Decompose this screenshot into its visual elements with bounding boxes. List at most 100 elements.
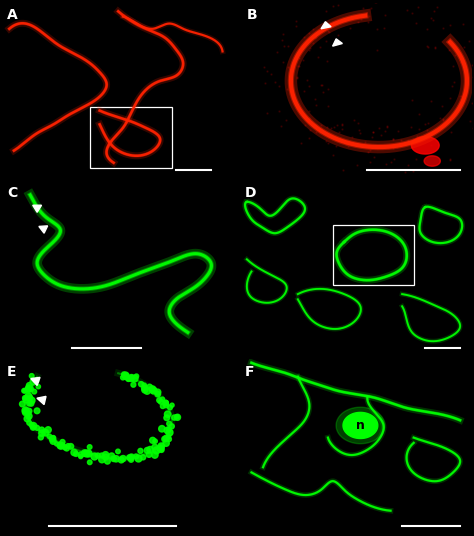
Point <box>67 442 74 451</box>
Point <box>128 453 135 461</box>
Point <box>298 139 305 148</box>
Point <box>303 76 311 85</box>
Point <box>133 372 140 381</box>
Point <box>28 371 36 380</box>
Point <box>305 133 313 142</box>
Point <box>459 20 467 28</box>
Point <box>404 136 412 144</box>
Point <box>424 118 431 127</box>
Point <box>346 24 354 32</box>
Point <box>433 3 441 11</box>
Point <box>168 401 176 410</box>
Point <box>165 419 173 428</box>
Point <box>81 450 89 459</box>
Point <box>450 78 457 86</box>
Point <box>412 18 420 27</box>
Point <box>151 443 158 451</box>
Point <box>389 135 396 143</box>
Point <box>388 158 395 166</box>
Point <box>458 92 465 100</box>
Point <box>119 373 127 382</box>
Point <box>329 2 337 10</box>
Point <box>58 441 66 450</box>
Point <box>311 34 319 43</box>
Point <box>264 66 271 75</box>
Point <box>102 450 109 459</box>
Point <box>30 421 37 430</box>
Point <box>18 400 26 408</box>
Point <box>126 453 133 462</box>
Polygon shape <box>33 205 42 212</box>
Point <box>296 62 303 71</box>
Point <box>323 123 331 132</box>
Point <box>438 102 446 110</box>
Point <box>121 371 128 379</box>
Point <box>27 399 35 408</box>
Point <box>154 390 162 398</box>
Point <box>165 435 173 443</box>
Point <box>457 57 465 66</box>
Point <box>104 457 111 466</box>
Point <box>70 448 78 457</box>
Point <box>378 131 385 140</box>
Point <box>27 394 34 403</box>
Point <box>359 4 367 12</box>
Point <box>312 128 320 136</box>
Point <box>445 46 453 55</box>
Point <box>20 386 28 395</box>
Point <box>122 372 129 381</box>
Point <box>156 443 164 452</box>
Point <box>141 384 148 392</box>
Text: D: D <box>245 186 256 200</box>
Point <box>267 70 275 78</box>
Point <box>368 133 375 142</box>
Point <box>132 452 140 460</box>
Point <box>428 97 435 106</box>
Text: F: F <box>245 364 254 378</box>
Point <box>306 114 313 122</box>
Point <box>446 155 454 163</box>
Point <box>356 125 363 134</box>
Point <box>263 108 271 117</box>
Point <box>130 374 138 383</box>
Point <box>155 396 163 405</box>
Point <box>33 406 41 415</box>
Point <box>165 425 173 434</box>
Point <box>305 28 313 37</box>
Point <box>333 121 340 129</box>
Point <box>466 116 474 125</box>
Point <box>108 452 115 460</box>
Point <box>342 139 349 148</box>
Point <box>284 42 292 51</box>
Point <box>162 399 170 407</box>
Point <box>393 143 401 151</box>
Point <box>325 28 333 36</box>
Point <box>398 136 405 144</box>
Bar <box>91 107 172 168</box>
Point <box>429 16 437 25</box>
Point <box>371 153 378 161</box>
Point <box>159 402 166 411</box>
Point <box>56 441 64 450</box>
Point <box>381 11 389 19</box>
Point <box>363 140 370 149</box>
Point <box>25 385 32 393</box>
Point <box>144 446 151 455</box>
Point <box>338 125 346 133</box>
Point <box>383 122 391 130</box>
Polygon shape <box>343 412 378 438</box>
Point <box>42 428 49 437</box>
Point <box>53 440 60 448</box>
Point <box>468 60 474 69</box>
Point <box>173 413 181 421</box>
Point <box>372 0 379 6</box>
Point <box>381 24 388 33</box>
Point <box>309 25 317 34</box>
Point <box>332 142 340 150</box>
Point <box>316 128 324 137</box>
Point <box>306 44 314 53</box>
Point <box>314 53 321 62</box>
Point <box>409 135 417 144</box>
Point <box>129 381 137 389</box>
Point <box>153 445 160 454</box>
